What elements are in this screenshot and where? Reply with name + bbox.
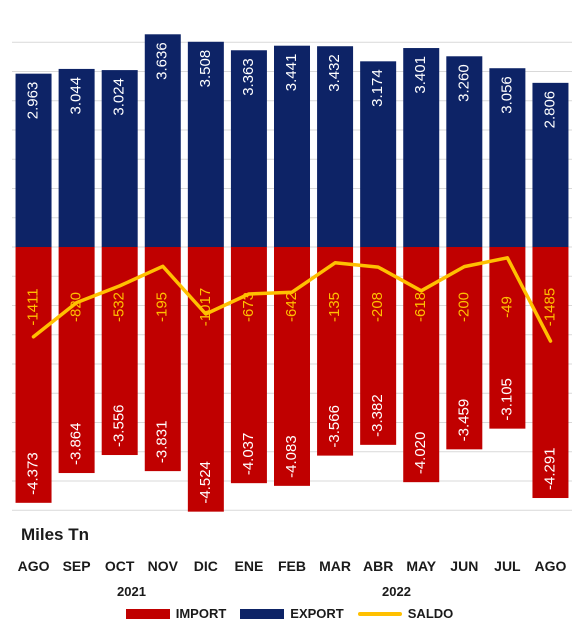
legend-item-saldo: SALDO [357,606,454,621]
x-axis-tick-label: ENE [235,558,264,574]
x-axis-tick-label: SEP [63,558,91,574]
saldo-line [31,256,553,343]
legend-label-saldo: SALDO [407,606,454,621]
saldo-value-label: -673 [240,292,257,322]
import-bar [15,247,52,503]
export-bars [15,34,569,248]
import-value-label: -4.083 [283,435,300,478]
x-axis-tick-label: FEB [278,558,306,574]
export-value-label: 3.174 [369,69,386,107]
import-value-label: -3.831 [154,421,171,464]
import-value-label: -3.556 [111,404,128,447]
unit-label: Miles Tn [21,525,89,544]
saldo-value-label: -820 [68,292,85,322]
import-bar [532,247,569,499]
export-bar [489,68,526,247]
export-bar [230,50,267,248]
export-value-label: 3.260 [455,64,472,102]
export-bar [274,45,310,247]
export-bar [58,68,95,248]
import-value-label: -3.864 [68,422,85,465]
export-bar [15,73,52,248]
x-axis-tick-label: DIC [194,558,218,574]
export-bar [144,34,181,247]
export-value-label: 3.024 [111,78,128,116]
export-value-label: 2.806 [541,91,558,129]
x-axis-tick-label: MAR [319,558,351,574]
export-value-label: 2.963 [25,82,42,120]
import-bar [230,247,267,484]
import-bar [187,247,224,512]
x-axis-tick-label: ABR [363,558,393,574]
export-value-label: 3.401 [412,56,429,94]
legend-swatch-export [240,608,285,619]
saldo-value-label: -49 [498,296,515,318]
x-axis-tick-label: JUL [494,558,521,574]
x-axis-tick-label: MAY [406,558,436,574]
export-bar [360,61,397,247]
saldo-value-label: -195 [154,292,171,322]
export-value-label: 3.508 [197,50,214,88]
legend-item-import: IMPORT [125,606,227,621]
import-value-label: -4.291 [541,447,558,490]
x-axis-tick-label: OCT [105,558,135,574]
legend: IMPORT EXPORT SALDO [0,606,579,621]
saldo-value-label: -1411 [25,288,42,325]
legend-swatch-import [125,608,170,619]
export-value-label: 3.363 [240,58,257,96]
import-value-label: -3.382 [369,394,386,437]
x-axis-tick-label: NOV [148,558,179,574]
saldo-value-label: -135 [326,292,343,322]
year-label-2021: 2021 [117,584,146,599]
saldo-value-label: -532 [111,292,128,322]
import-bar [446,247,483,450]
x-axis-tick-label: AGO [18,558,50,574]
export-value-labels: 2.963 3.044 3.024 3.636 3.508 3.363 3.441 3.432… [25,42,559,128]
export-value-label: 3.056 [498,76,515,114]
import-bar [144,247,181,472]
import-bar [360,247,397,445]
export-value-label: 3.441 [283,54,300,92]
export-bar [101,70,138,247]
x-axis-tick-label: AGO [535,558,567,574]
import-value-label: -3.566 [326,405,343,448]
import-bar [274,247,310,486]
export-value-label: 3.636 [154,42,171,80]
legend-item-export: EXPORT [240,606,344,621]
import-bars [15,247,569,512]
export-bar [446,56,483,247]
export-bar [317,46,354,248]
import-bar [58,247,95,474]
saldo-value-label: -642 [283,292,300,322]
legend-swatch-saldo [357,611,402,616]
export-value-label: 3.044 [68,77,85,115]
import-value-labels: -4.373 -3.864 -3.556 -3.831 -4.524 -4.037 -4.0… [25,378,559,504]
x-axis-tick-labels: AGO SEP OCT NOV DIC ENE FEB MAR ABR MAY JUN JUL AGO [18,558,567,574]
saldo-value-label: -200 [455,292,472,322]
saldo-value-label: -1017 [197,288,214,326]
year-label-2022: 2022 [382,584,411,599]
saldo-value-label: -618 [412,292,429,322]
legend-label-export: EXPORT [290,606,344,621]
import-value-label: -3.459 [455,399,472,442]
import-value-label: -4.020 [412,432,429,475]
saldo-value-labels: -1411 -820 -532 -195 -1017 -673 -642 -135 -208 -6… [25,288,559,326]
import-value-label: -4.037 [240,433,257,476]
x-axis-tick-label: JUN [450,558,478,574]
export-bar [187,41,224,248]
export-bar [403,48,440,247]
saldo-value-label: -208 [369,292,386,322]
legend-label-import: IMPORT [175,606,227,621]
import-value-label: -4.373 [25,452,42,495]
import-bar [317,247,354,456]
import-value-label: -4.524 [197,461,214,504]
export-value-label: 3.432 [326,54,343,92]
export-bar [532,82,569,247]
import-value-label: -3.105 [498,378,515,421]
saldo-value-label: -1485 [541,288,558,326]
